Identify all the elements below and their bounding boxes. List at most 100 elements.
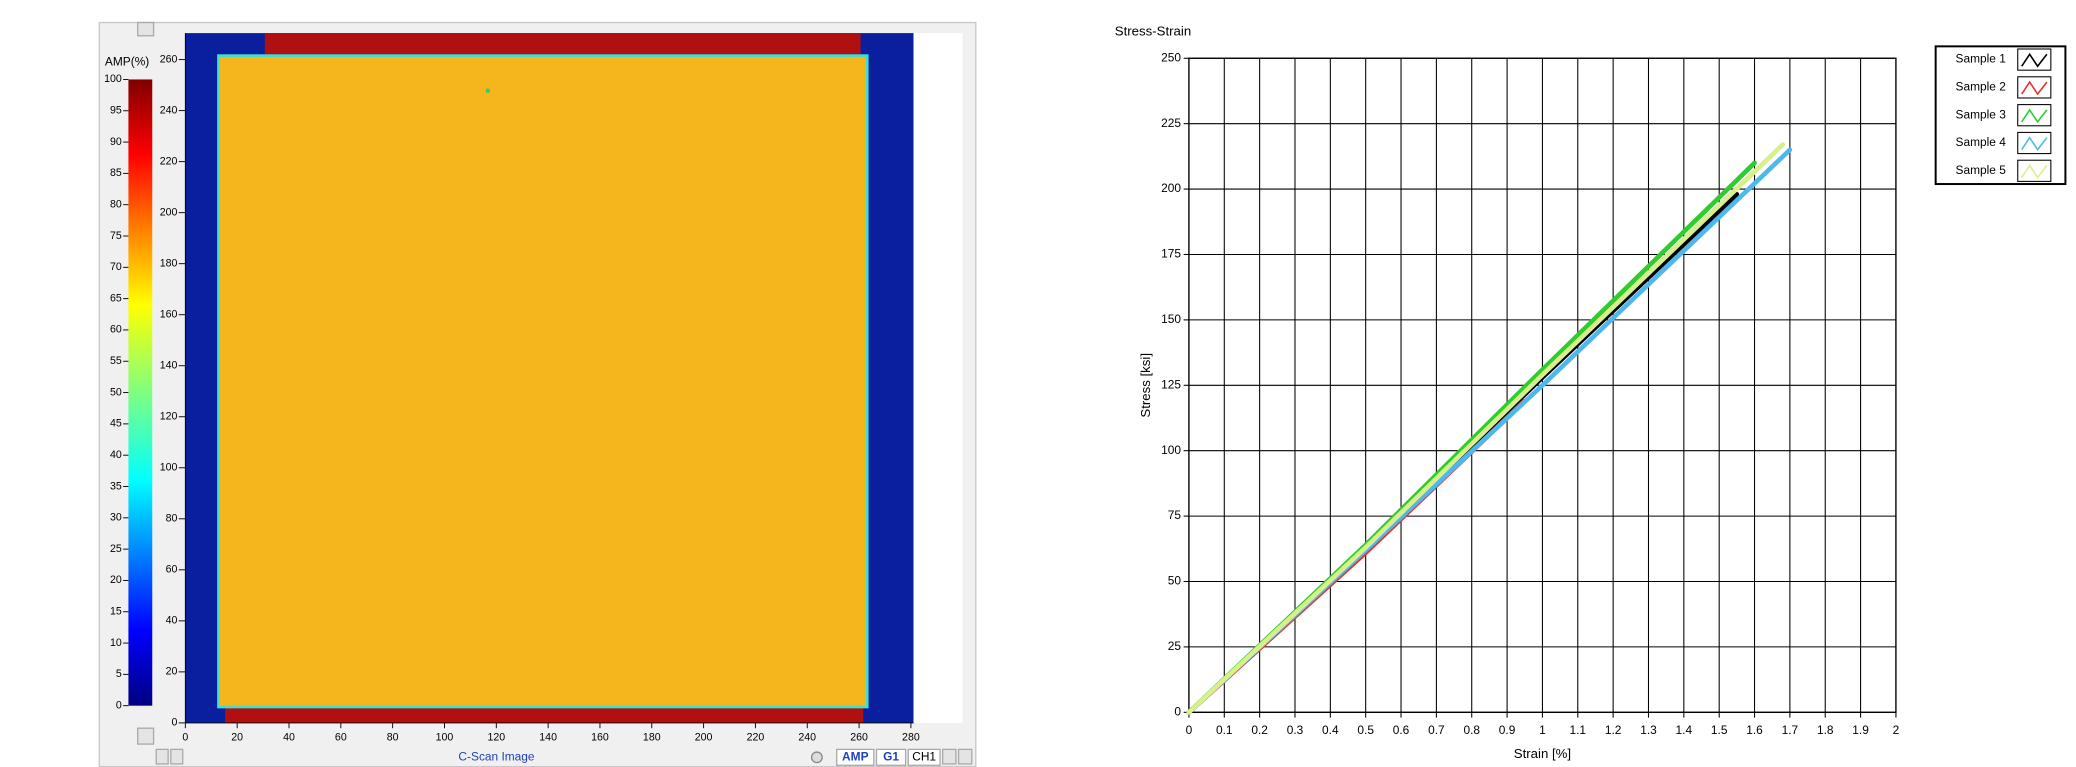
- x-tick-label: 220: [747, 731, 765, 743]
- x-tick-label: 1: [1539, 723, 1546, 737]
- y-tick-label: 125: [1161, 377, 1181, 391]
- y-tick-label: 175: [1161, 247, 1181, 261]
- colorbar-tick-label: 50: [110, 386, 122, 398]
- colorbar-tick-label: 30: [110, 512, 122, 524]
- x-tick-label: 280: [902, 731, 920, 743]
- x-tick-label: 0.2: [1251, 723, 1268, 737]
- x-tick-label: 100: [436, 731, 454, 743]
- x-tick-label: 0.4: [1322, 723, 1339, 737]
- y-tick-label: 75: [1168, 508, 1182, 522]
- colorbar-tick-label: 70: [110, 261, 122, 273]
- scan-edge-top: [265, 33, 861, 54]
- legend-swatch: [2018, 77, 2051, 98]
- y-tick-label: 50: [1168, 574, 1182, 588]
- y-tick-label: 140: [160, 360, 178, 372]
- y-tick-label: 80: [166, 513, 178, 525]
- scroll-down[interactable]: [138, 728, 154, 744]
- x-tick-label: 0: [182, 731, 188, 743]
- colorbar-tick-label: 35: [110, 480, 122, 492]
- x-tick-label: 0.3: [1287, 723, 1304, 737]
- scroll-left[interactable]: [156, 749, 168, 764]
- x-tick-label: 0.7: [1428, 723, 1445, 737]
- legend-label: Sample 3: [1956, 107, 2007, 121]
- x-tick-label: 0.1: [1216, 723, 1233, 737]
- scroll-right[interactable]: [959, 749, 972, 764]
- legend-swatch: [2018, 105, 2051, 126]
- scroll-right[interactable]: [171, 749, 183, 764]
- x-tick-label: 60: [335, 731, 347, 743]
- x-tick-label: 1.1: [1570, 723, 1587, 737]
- y-tick-label: 220: [160, 155, 178, 167]
- status-label: CH1: [912, 749, 936, 763]
- status-label: G1: [883, 749, 899, 763]
- colorbar-tick-label: 40: [110, 449, 122, 461]
- colorbar-tick-label: 20: [110, 574, 122, 586]
- x-tick-label: 2: [1893, 723, 1900, 737]
- x-tick-label: 0: [1186, 723, 1193, 737]
- y-tick-label: 200: [1161, 181, 1181, 195]
- colorbar-tick-label: 25: [110, 543, 122, 555]
- colorbar-tick-label: 55: [110, 355, 122, 367]
- scan-part: [218, 56, 867, 707]
- y-tick-label: 240: [160, 104, 178, 116]
- colorbar-tick-label: 75: [110, 230, 122, 242]
- x-tick-label: 1.9: [1852, 723, 1869, 737]
- x-tick-label: 80: [387, 731, 399, 743]
- status-label: AMP: [842, 749, 869, 763]
- scan-blank: [914, 33, 963, 723]
- legend-label: Sample 5: [1956, 163, 2007, 177]
- x-tick-label: 1.5: [1711, 723, 1728, 737]
- legend-swatch: [2018, 132, 2051, 153]
- scroll-left[interactable]: [943, 749, 956, 764]
- x-tick-label: 1.2: [1605, 723, 1622, 737]
- colorbar-tick-label: 80: [110, 198, 122, 210]
- y-tick-label: 0: [172, 717, 178, 729]
- y-tick-label: 180: [160, 257, 178, 269]
- colorbar-tick-label: 0: [116, 699, 122, 711]
- x-tick-label: 1.8: [1817, 723, 1834, 737]
- x-tick-label: 0.6: [1393, 723, 1410, 737]
- y-tick-label: 100: [160, 462, 178, 474]
- scroll-up[interactable]: [138, 23, 154, 36]
- y-tick-label: 120: [160, 411, 178, 423]
- x-tick-label: 120: [487, 731, 505, 743]
- y-tick-label: 100: [1161, 443, 1181, 457]
- x-tick-label: 0.9: [1499, 723, 1516, 737]
- x-axis-label: Strain [%]: [1514, 746, 1571, 761]
- status-icon[interactable]: [812, 752, 823, 763]
- colorbar-tick-label: 45: [110, 418, 122, 430]
- x-tick-label: 180: [643, 731, 661, 743]
- colorbar-tick-label: 100: [104, 73, 122, 85]
- x-tick-label: 1.7: [1782, 723, 1799, 737]
- y-tick-label: 0: [1174, 704, 1181, 718]
- x-tick-label: 1.6: [1746, 723, 1763, 737]
- y-tick-label: 25: [1168, 639, 1182, 653]
- colorbar-tick-label: 65: [110, 292, 122, 304]
- x-tick-label: 140: [539, 731, 557, 743]
- y-tick-label: 200: [160, 206, 178, 218]
- x-tick-label: 260: [850, 731, 868, 743]
- screen: AMP(%) C-Scan Image AMP G1 CH1 Stress-St…: [0, 0, 2076, 767]
- y-tick-label: 160: [160, 309, 178, 321]
- y-tick-label: 150: [1161, 312, 1181, 326]
- x-tick-label: 200: [695, 731, 713, 743]
- colorbar-tick-label: 5: [116, 668, 122, 680]
- colorbar-tick-label: 15: [110, 606, 122, 618]
- chart-title: Stress-Strain: [1115, 23, 1191, 38]
- colorbar: [128, 79, 152, 705]
- y-tick-label: 20: [166, 666, 178, 678]
- scan-spot: [486, 89, 490, 93]
- x-tick-label: 0.8: [1463, 723, 1480, 737]
- x-tick-label: 0.5: [1357, 723, 1374, 737]
- y-axis-label: Stress [ksi]: [1138, 353, 1153, 418]
- legend-label: Sample 4: [1956, 135, 2007, 149]
- colorbar-tick-label: 10: [110, 637, 122, 649]
- x-tick-label: 240: [798, 731, 816, 743]
- y-tick-label: 225: [1161, 116, 1181, 130]
- x-tick-label: 1.3: [1640, 723, 1657, 737]
- colorbar-tick-label: 85: [110, 167, 122, 179]
- colorbar-tick-label: 90: [110, 136, 122, 148]
- colorbar-tick-label: 60: [110, 324, 122, 336]
- page: {"chart_data": [ {"type": "heatmap", "co…: [0, 0, 2076, 767]
- y-tick-label: 260: [160, 53, 178, 65]
